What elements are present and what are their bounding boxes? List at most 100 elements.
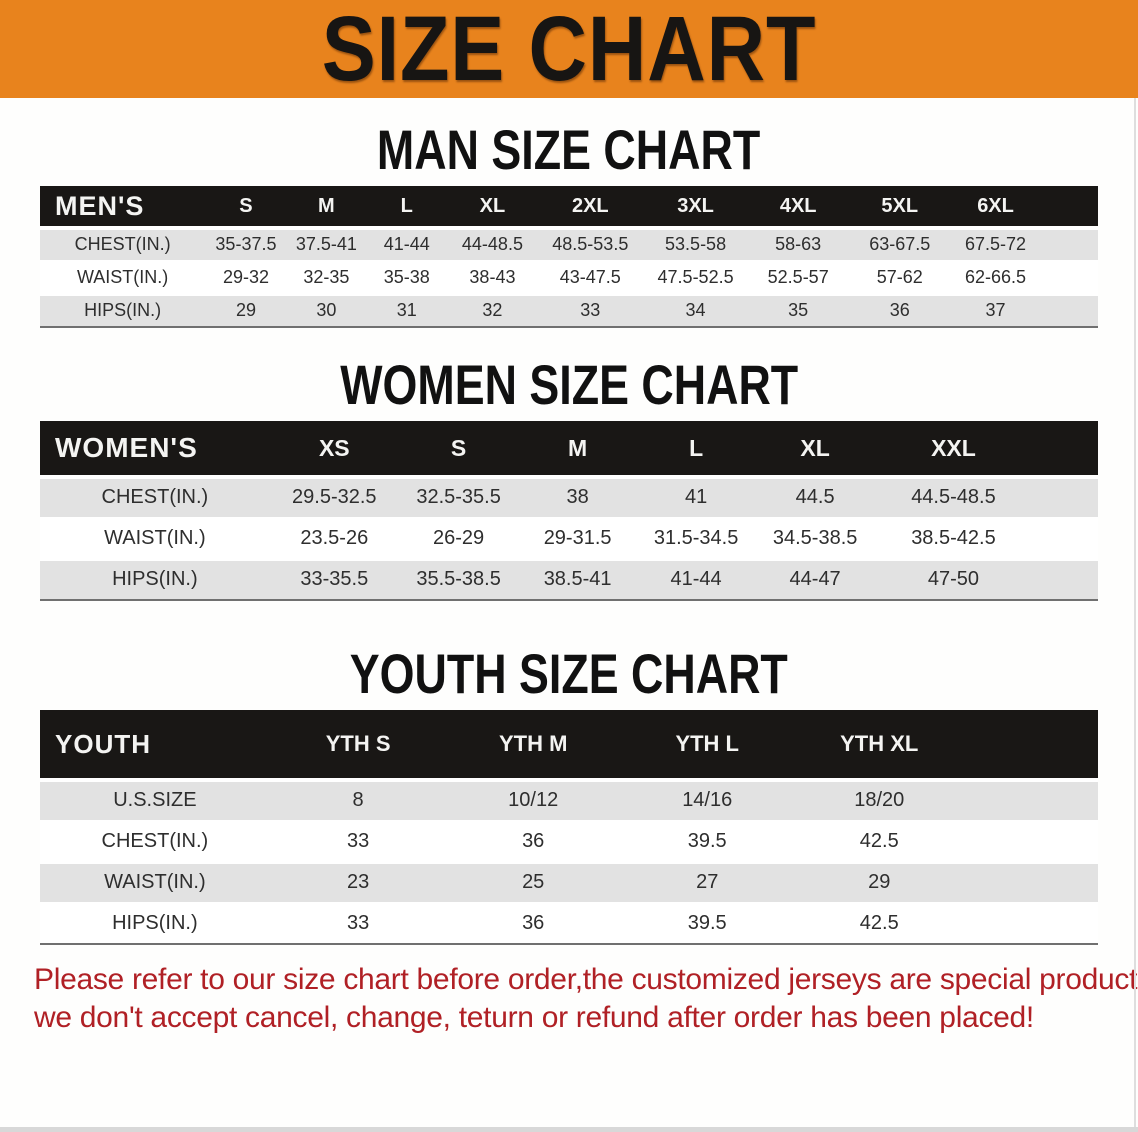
size-cell: 47.5-52.5: [643, 259, 748, 294]
size-cell: 31.5-34.5: [636, 516, 756, 559]
table-row: CHEST(IN.) 29.5-32.5 32.5-35.5 38 41 44.5 44.5…: [40, 475, 1098, 518]
size-cell: 32.5-35.5: [398, 475, 519, 518]
size-cell: 30: [286, 292, 367, 327]
youth-size-table: YOUTH YTH S YTH M YTH L YTH XL U.S.SIZE 8 10/12…: [40, 710, 1098, 945]
table-corner-label: MEN'S: [40, 186, 206, 230]
size-cell: 47-50: [874, 557, 1098, 600]
section-women: WOMEN SIZE CHART WOMEN'S XS S M L XL XXL CHEST(…: [0, 349, 1138, 601]
table-corner-label: WOMEN'S: [40, 421, 270, 479]
table-row: U.S.SIZE 8 10/12 14/16 18/20: [40, 778, 1098, 821]
column-header: M: [518, 421, 637, 479]
size-cell: 38.5-42.5: [874, 516, 1098, 559]
column-header: 2XL: [537, 186, 644, 230]
size-cell: 38.5-41: [518, 557, 637, 600]
size-cell: 29.5-32.5: [269, 475, 399, 518]
size-cell: 42.5: [794, 901, 1098, 944]
size-cell: 57-62: [848, 259, 952, 294]
size-cell: 32-35: [286, 259, 367, 294]
row-label: HIPS(IN.): [40, 557, 270, 600]
row-label: WAIST(IN.): [40, 516, 270, 559]
right-edge-line: [1134, 98, 1136, 1132]
column-header: L: [366, 186, 448, 230]
table-row: WAIST(IN.) 23 25 27 29: [40, 860, 1098, 903]
row-label: WAIST(IN.): [40, 259, 206, 294]
size-cell: 23.5-26: [269, 516, 399, 559]
row-label: HIPS(IN.): [40, 292, 206, 327]
size-cell: 48.5-53.5: [537, 226, 644, 261]
column-header: S: [205, 186, 287, 230]
size-cell: 36: [446, 901, 620, 944]
disclaimer-line-2: we don't accept cancel, change, teturn o…: [34, 1001, 1034, 1034]
size-cell: 37.5-41: [286, 226, 367, 261]
size-cell: 35-37.5: [205, 226, 287, 261]
size-cell: 35-38: [366, 259, 448, 294]
size-cell: 10/12: [446, 778, 620, 821]
men-section-title: MAN SIZE CHART: [0, 114, 1138, 186]
column-header: M: [286, 186, 367, 230]
disclaimer: Please refer to our size chart before or…: [0, 961, 1138, 1037]
size-cell: 63-67.5: [848, 226, 952, 261]
women-section-title: WOMEN SIZE CHART: [0, 349, 1138, 421]
column-header: 3XL: [643, 186, 748, 230]
row-label: HIPS(IN.): [40, 901, 270, 944]
size-cell: 44.5: [755, 475, 875, 518]
column-header: 4XL: [747, 186, 849, 230]
size-cell: 29-31.5: [518, 516, 637, 559]
table-row: CHEST(IN.) 33 36 39.5 42.5: [40, 819, 1098, 862]
row-label: CHEST(IN.): [40, 819, 270, 862]
size-cell: 52.5-57: [747, 259, 849, 294]
size-cell: 34.5-38.5: [755, 516, 875, 559]
size-cell: 29: [205, 292, 287, 327]
table-row: HIPS(IN.) 33-35.5 35.5-38.5 38.5-41 41-44 44-…: [40, 557, 1098, 600]
women-section-title-text: WOMEN SIZE CHART: [340, 353, 798, 416]
size-cell: 29: [794, 860, 1098, 903]
row-label: WAIST(IN.): [40, 860, 270, 903]
section-men: MAN SIZE CHART MEN'S S M L XL 2XL 3XL 4XL 5XL 6XL…: [0, 114, 1138, 328]
size-cell: 38: [518, 475, 637, 518]
size-cell: 35: [747, 292, 849, 327]
column-header: YTH XL: [794, 710, 1098, 782]
table-row: WAIST(IN.) 23.5-26 26-29 29-31.5 31.5-34.5 34…: [40, 516, 1098, 559]
table-header-row: WOMEN'S XS S M L XL XXL: [40, 421, 1098, 479]
size-cell: 32: [447, 292, 538, 327]
youth-section-title-text: YOUTH SIZE CHART: [349, 642, 789, 705]
youth-section-title: YOUTH SIZE CHART: [0, 638, 1138, 710]
row-label: U.S.SIZE: [40, 778, 270, 821]
size-cell: 41: [636, 475, 756, 518]
size-cell: 41-44: [636, 557, 756, 600]
section-youth: YOUTH SIZE CHART YOUTH YTH S YTH M YTH L YTH…: [0, 638, 1138, 945]
size-cell: 33: [537, 292, 644, 327]
table-row: WAIST(IN.) 29-32 32-35 35-38 38-43 43-47.5 47.…: [40, 259, 1098, 294]
size-cell: 23: [269, 860, 447, 903]
banner: SIZE CHART: [0, 0, 1138, 98]
column-header: 5XL: [848, 186, 952, 230]
size-cell: 37: [951, 292, 1098, 327]
size-cell: 31: [366, 292, 448, 327]
column-header: XL: [755, 421, 875, 479]
table-corner-label: YOUTH: [40, 710, 270, 782]
size-cell: 62-66.5: [951, 259, 1098, 294]
size-cell: 33: [269, 901, 447, 944]
column-header: XL: [447, 186, 538, 230]
size-cell: 34: [643, 292, 748, 327]
size-cell: 42.5: [794, 819, 1098, 862]
size-cell: 29-32: [205, 259, 287, 294]
disclaimer-line-1: Please refer to our size chart before or…: [34, 963, 1138, 996]
column-header: XS: [269, 421, 399, 479]
column-header: 6XL: [951, 186, 1098, 230]
banner-title: SIZE CHART: [321, 0, 817, 98]
men-section-title-text: MAN SIZE CHART: [377, 118, 761, 181]
column-header: L: [636, 421, 756, 479]
size-cell: 39.5: [619, 819, 795, 862]
size-cell: 36: [848, 292, 952, 327]
men-size-table: MEN'S S M L XL 2XL 3XL 4XL 5XL 6XL CHEST(IN.) 35-37…: [40, 186, 1098, 328]
women-size-table: WOMEN'S XS S M L XL XXL CHEST(IN.) 29.5-32.5 32.5…: [40, 421, 1098, 601]
size-cell: 8: [269, 778, 447, 821]
bottom-edge-strip: [0, 1127, 1138, 1132]
size-cell: 33-35.5: [269, 557, 399, 600]
size-cell: 38-43: [447, 259, 538, 294]
size-cell: 44-47: [755, 557, 875, 600]
size-cell: 43-47.5: [537, 259, 644, 294]
size-cell: 41-44: [366, 226, 448, 261]
table-header-row: YOUTH YTH S YTH M YTH L YTH XL: [40, 710, 1098, 782]
